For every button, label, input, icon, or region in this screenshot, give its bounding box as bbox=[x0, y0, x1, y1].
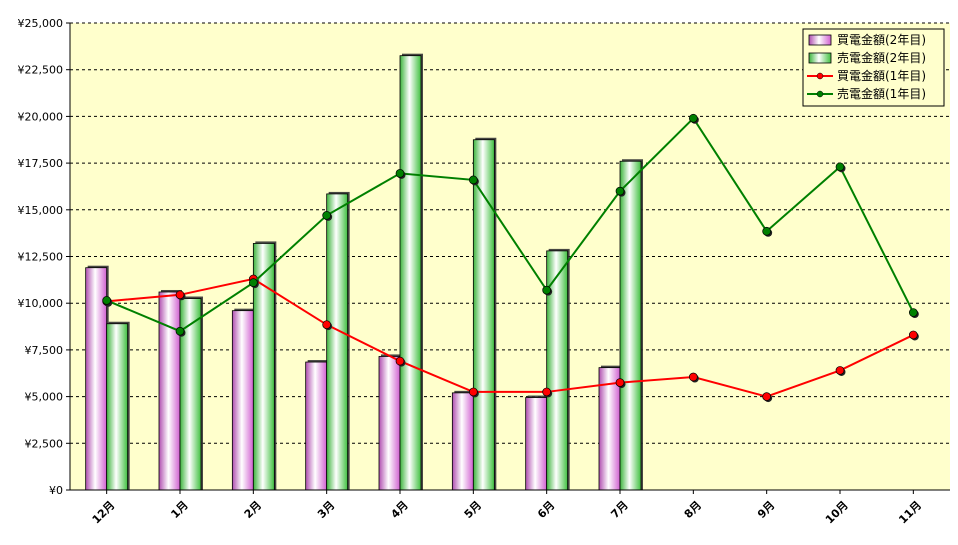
data-point bbox=[542, 285, 552, 295]
y-tick-label: ¥17,500 bbox=[18, 157, 64, 170]
legend-marker bbox=[816, 90, 824, 98]
bar bbox=[525, 397, 548, 491]
data-point bbox=[688, 113, 698, 123]
grid-lines bbox=[70, 22, 950, 444]
x-tick-label: 6月 bbox=[535, 499, 557, 521]
bars bbox=[85, 53, 643, 491]
bar bbox=[399, 55, 422, 491]
y-tick-label: ¥7,500 bbox=[25, 344, 64, 357]
data-point bbox=[762, 392, 772, 401]
x-axis-ticks: 12月 1月 2月 3月 4月 5月 6月 7月 8月 9月 10月 11月 bbox=[90, 490, 924, 526]
y-tick-label: ¥5,000 bbox=[25, 391, 64, 404]
legend-swatch bbox=[808, 52, 832, 64]
x-tick-label: 5月 bbox=[462, 499, 484, 521]
bar bbox=[619, 160, 642, 491]
legend: 買電金額(2年目) 売電金額(2年目) 買電金額(1年目) 売電金額(1年目) bbox=[802, 28, 945, 107]
y-axis-ticks: ¥0 ¥2,500 ¥5,000 ¥7,500 ¥10,000 ¥12,500 ¥15,00… bbox=[18, 17, 70, 497]
legend-label: 買電金額(2年目) bbox=[837, 32, 926, 47]
y-tick-label: ¥0 bbox=[49, 484, 63, 497]
series-line bbox=[106, 277, 914, 398]
legend-label: 買電金額(1年目) bbox=[837, 68, 926, 83]
x-tick-label: 3月 bbox=[315, 499, 337, 521]
bar bbox=[158, 291, 181, 491]
bar bbox=[231, 310, 254, 491]
data-point bbox=[102, 296, 112, 305]
data-point bbox=[175, 326, 185, 336]
y-tick-label: ¥12,500 bbox=[18, 251, 64, 264]
y-tick-label: ¥2,500 bbox=[25, 437, 64, 450]
x-tick-label: 1月 bbox=[168, 499, 190, 521]
bar bbox=[472, 139, 495, 491]
x-tick-label: 8月 bbox=[682, 499, 704, 521]
bar bbox=[106, 323, 129, 491]
data-point bbox=[322, 211, 332, 220]
data-point bbox=[688, 372, 698, 382]
data-point bbox=[908, 308, 918, 317]
y-tick-label: ¥22,500 bbox=[18, 64, 64, 77]
lines bbox=[102, 113, 919, 403]
data-point bbox=[542, 387, 552, 397]
data-point bbox=[322, 320, 332, 330]
legend-swatch bbox=[808, 34, 832, 46]
data-point bbox=[835, 366, 845, 375]
x-tick-label: 10月 bbox=[823, 499, 851, 527]
legend-marker bbox=[816, 72, 824, 80]
y-tick-label: ¥25,000 bbox=[18, 17, 64, 30]
data-point bbox=[615, 186, 625, 196]
data-point bbox=[468, 175, 478, 185]
x-tick-label: 11月 bbox=[896, 499, 924, 527]
data-point bbox=[835, 162, 845, 172]
y-tick-label: ¥15,000 bbox=[18, 204, 64, 217]
y-tick-label: ¥20,000 bbox=[18, 110, 64, 123]
data-point bbox=[615, 378, 625, 387]
data-point bbox=[175, 290, 185, 300]
y-tick-label: ¥10,000 bbox=[18, 297, 64, 310]
data-point bbox=[395, 356, 405, 366]
bar bbox=[378, 356, 401, 491]
data-point bbox=[248, 278, 258, 288]
bar bbox=[326, 193, 349, 491]
bar bbox=[451, 392, 474, 491]
data-point bbox=[468, 387, 478, 397]
axes bbox=[69, 23, 950, 491]
legend-label: 売電金額(1年目) bbox=[837, 86, 926, 101]
x-tick-label: 12月 bbox=[90, 499, 118, 527]
x-tick-label: 4月 bbox=[388, 499, 410, 521]
bar bbox=[179, 298, 202, 491]
x-tick-label: 9月 bbox=[755, 499, 777, 521]
data-point bbox=[762, 226, 772, 236]
legend-label: 売電金額(2年目) bbox=[837, 50, 926, 65]
bar bbox=[305, 361, 328, 491]
data-point bbox=[908, 330, 918, 340]
x-tick-label: 2月 bbox=[242, 499, 264, 521]
series-line bbox=[106, 116, 915, 333]
data-point bbox=[395, 169, 405, 178]
x-tick-label: 7月 bbox=[608, 499, 630, 521]
bar bbox=[598, 367, 621, 491]
